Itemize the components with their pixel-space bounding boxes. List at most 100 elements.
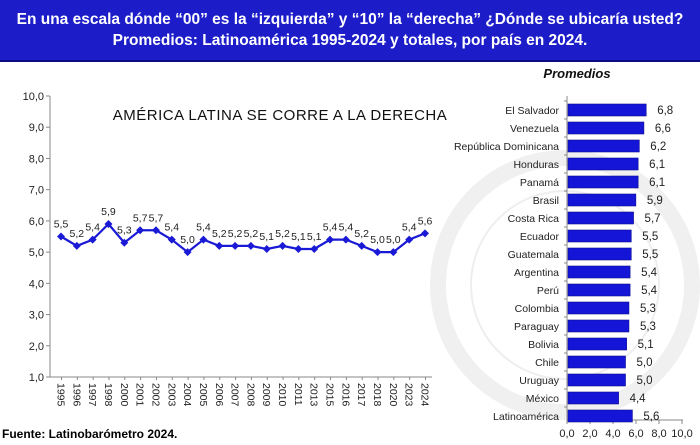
y-tick-label: 3,0 xyxy=(29,310,44,322)
data-point xyxy=(389,248,398,257)
bar-category-label: El Salvador xyxy=(505,105,559,117)
x-tick-label: 2017 xyxy=(355,383,367,407)
bar-value-label: 5,3 xyxy=(640,303,656,315)
bar xyxy=(567,319,630,333)
bar xyxy=(567,193,637,207)
bar-x-tick-label: 6,0 xyxy=(628,428,643,440)
bar-category-label: Latinoamérica xyxy=(493,411,559,423)
bar-value-label: 5,0 xyxy=(637,375,653,387)
x-tick-label: 2006 xyxy=(213,383,225,407)
data-point xyxy=(183,248,192,257)
data-point xyxy=(262,244,271,253)
y-tick-label: 10,0 xyxy=(23,91,44,103)
y-tick-label: 4,0 xyxy=(29,278,44,290)
x-tick-label: 2016 xyxy=(339,383,351,407)
x-tick-label: 2010 xyxy=(276,383,288,407)
bar-value-label: 5,6 xyxy=(643,411,659,423)
data-label: 5,0 xyxy=(180,234,195,246)
data-point xyxy=(199,235,208,244)
x-tick-label: 1998 xyxy=(102,383,114,407)
bar xyxy=(567,211,634,225)
data-label: 5,6 xyxy=(418,215,433,227)
data-point xyxy=(72,241,81,250)
bar-value-label: 6,8 xyxy=(657,105,673,117)
x-tick-label: 2024 xyxy=(419,383,431,407)
data-label: 5,4 xyxy=(85,222,100,234)
y-tick-label: 8,0 xyxy=(29,153,44,165)
bar xyxy=(567,139,640,153)
data-label: 5,2 xyxy=(354,228,369,240)
data-label: 5,1 xyxy=(291,231,306,243)
data-label: 5,2 xyxy=(275,228,290,240)
y-tick-label: 7,0 xyxy=(29,185,44,197)
data-point xyxy=(421,229,429,238)
bar-value-label: 5,4 xyxy=(641,267,658,279)
bar-value-label: 5,9 xyxy=(647,195,663,207)
data-point xyxy=(88,235,97,244)
bar-category-label: Ecuador xyxy=(520,231,560,243)
bar xyxy=(567,355,626,369)
data-point xyxy=(326,235,335,244)
bar-value-label: 5,1 xyxy=(638,339,654,351)
bar xyxy=(567,103,647,117)
data-point xyxy=(246,241,255,250)
bar-value-label: 6,6 xyxy=(655,123,671,135)
x-tick-label: 2003 xyxy=(165,383,177,407)
x-tick-label: 2002 xyxy=(149,383,161,407)
data-point xyxy=(167,235,176,244)
bar-x-tick-label: 0,0 xyxy=(559,428,574,440)
data-label: 5,7 xyxy=(133,212,148,224)
bar-x-tick-label: 2,0 xyxy=(582,428,597,440)
data-label: 5,4 xyxy=(323,222,338,234)
bar-value-label: 5,4 xyxy=(641,285,658,297)
data-label: 5,2 xyxy=(70,228,85,240)
line-chart-title: AMÉRICA LATINA SE CORRE A LA DERECHA xyxy=(113,107,448,124)
data-point xyxy=(104,220,113,229)
data-label: 5,2 xyxy=(244,228,259,240)
bar-value-label: 5,3 xyxy=(640,321,656,333)
data-point xyxy=(341,235,350,244)
data-point xyxy=(57,232,65,241)
data-label: 5,1 xyxy=(259,231,274,243)
x-tick-label: 2023 xyxy=(403,383,415,407)
bar-category-label: Chile xyxy=(535,357,559,369)
bar-value-label: 4,4 xyxy=(630,393,647,405)
bar xyxy=(567,157,639,171)
x-tick-label: 2015 xyxy=(324,383,336,407)
bar xyxy=(567,283,631,297)
title-line-2: Promedios: Latinoamérica 1995-2024 y tot… xyxy=(112,32,588,49)
bar-x-tick-label: 4,0 xyxy=(605,428,620,440)
data-label: 5,3 xyxy=(117,225,132,237)
data-point xyxy=(310,244,319,253)
bar-category-label: Panamá xyxy=(520,177,559,189)
x-tick-label: 2001 xyxy=(134,383,146,407)
bar xyxy=(567,121,645,135)
bar xyxy=(567,229,632,243)
x-tick-label: 2020 xyxy=(387,383,399,407)
bar-category-label: Brasil xyxy=(533,195,559,207)
data-point xyxy=(373,248,382,257)
bar xyxy=(567,409,633,423)
bar-category-label: Costa Rica xyxy=(508,213,560,225)
bar-x-tick-label: 8,0 xyxy=(651,428,666,440)
y-tick-label: 2,0 xyxy=(29,341,44,353)
source-note: Fuente: Latinobarómetro 2024. xyxy=(2,427,178,441)
bar xyxy=(567,373,626,387)
bar-category-label: República Dominicana xyxy=(454,141,559,153)
data-point xyxy=(405,235,414,244)
data-label: 5,4 xyxy=(196,222,211,234)
bar-chart-title: Promedios xyxy=(543,66,610,81)
x-tick-label: 2018 xyxy=(371,383,383,407)
bar-category-label: Colombia xyxy=(515,303,560,315)
y-tick-label: 1,0 xyxy=(29,372,44,384)
data-label: 5,2 xyxy=(212,228,227,240)
x-tick-label: 1995 xyxy=(55,383,67,407)
bar-category-label: Bolivia xyxy=(528,339,559,351)
bar-category-label: Honduras xyxy=(513,159,559,171)
bar-value-label: 6,2 xyxy=(650,141,666,153)
data-point xyxy=(215,241,224,250)
bar-category-label: Paraguay xyxy=(514,321,560,333)
data-label: 5,1 xyxy=(307,231,322,243)
data-point xyxy=(120,238,129,247)
